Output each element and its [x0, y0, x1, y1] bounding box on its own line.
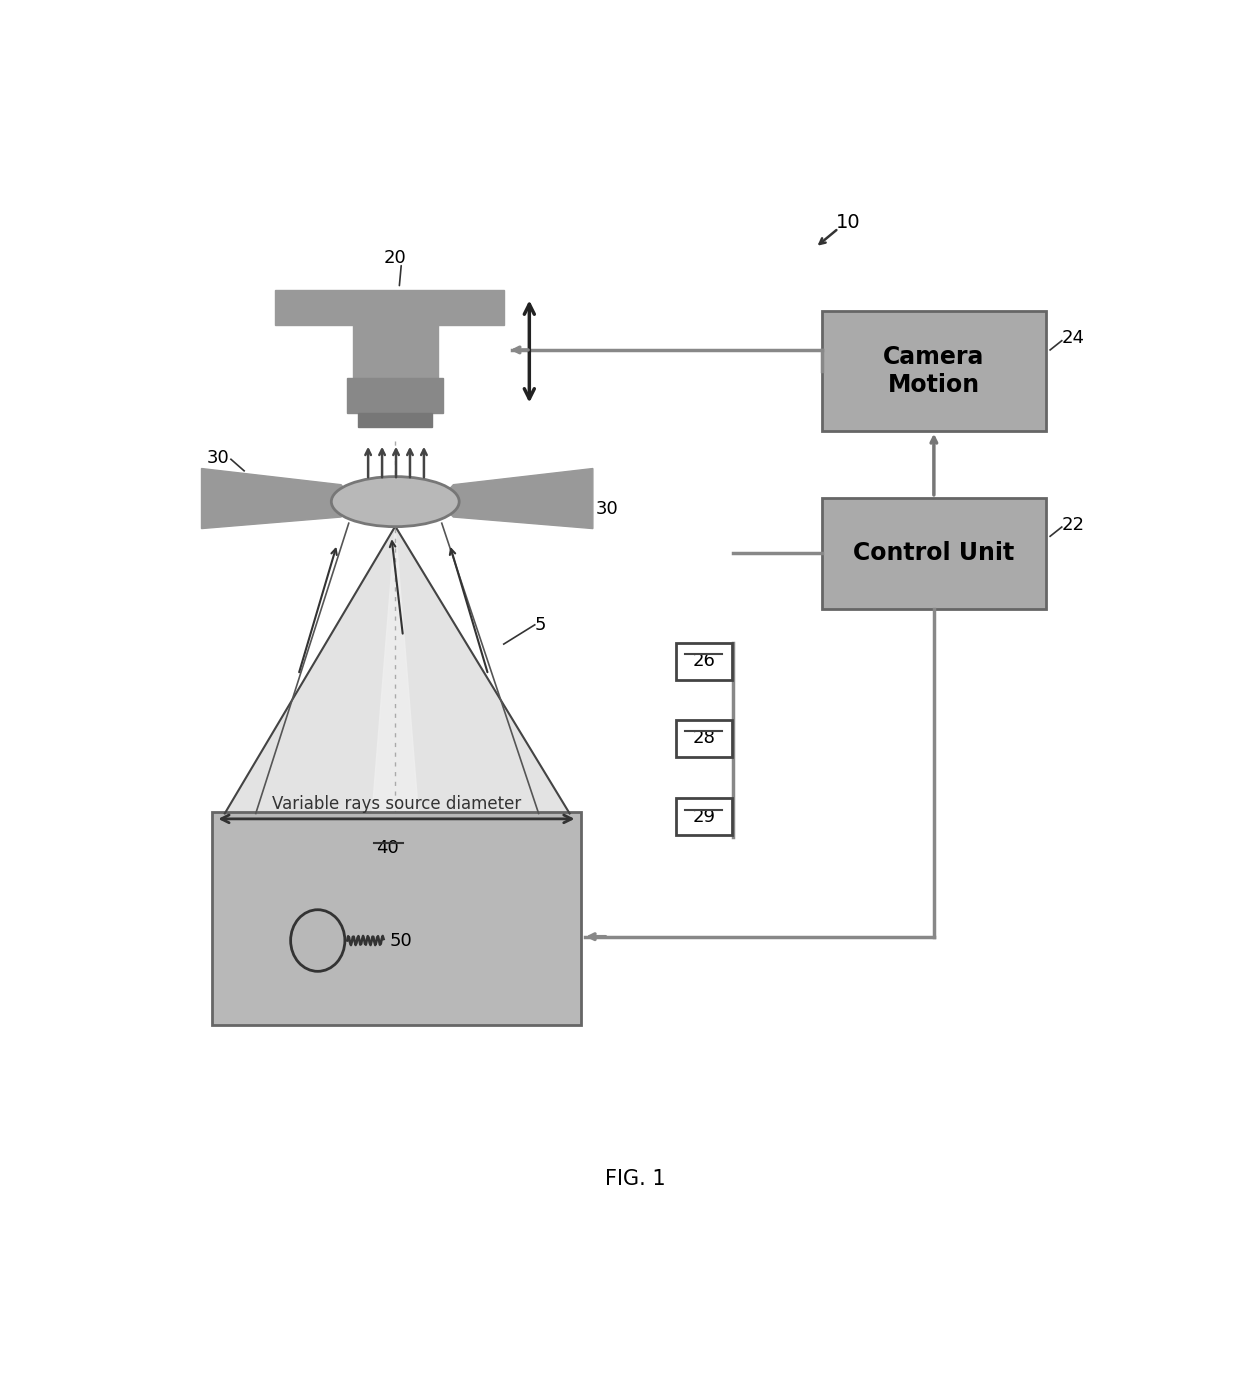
- Polygon shape: [224, 526, 569, 814]
- Text: 30: 30: [595, 500, 618, 518]
- Text: 50: 50: [389, 932, 413, 950]
- Bar: [821, 311, 1047, 431]
- Polygon shape: [372, 526, 419, 814]
- Text: 5: 5: [534, 615, 547, 633]
- Polygon shape: [201, 468, 357, 529]
- Text: 10: 10: [836, 213, 861, 232]
- Polygon shape: [347, 378, 444, 413]
- Text: Variable rays source diameter: Variable rays source diameter: [272, 796, 522, 813]
- Bar: [212, 813, 582, 1025]
- Polygon shape: [275, 290, 503, 325]
- Text: Camera
Motion: Camera Motion: [883, 344, 985, 397]
- Text: FIG. 1: FIG. 1: [605, 1170, 666, 1189]
- Bar: [676, 643, 732, 679]
- Polygon shape: [352, 325, 438, 378]
- Text: 20: 20: [384, 249, 407, 267]
- Bar: [676, 720, 732, 757]
- Text: 29: 29: [692, 807, 715, 825]
- Bar: [821, 497, 1047, 610]
- Polygon shape: [438, 468, 593, 529]
- Bar: [676, 799, 732, 835]
- Text: 40: 40: [376, 839, 399, 857]
- Text: 28: 28: [692, 729, 715, 747]
- Text: 22: 22: [1061, 515, 1085, 533]
- Ellipse shape: [331, 476, 459, 526]
- Text: 30: 30: [207, 449, 229, 467]
- Polygon shape: [358, 413, 433, 426]
- Text: 26: 26: [692, 651, 715, 669]
- Text: Control Unit: Control Unit: [853, 542, 1014, 565]
- Text: 24: 24: [1061, 329, 1085, 347]
